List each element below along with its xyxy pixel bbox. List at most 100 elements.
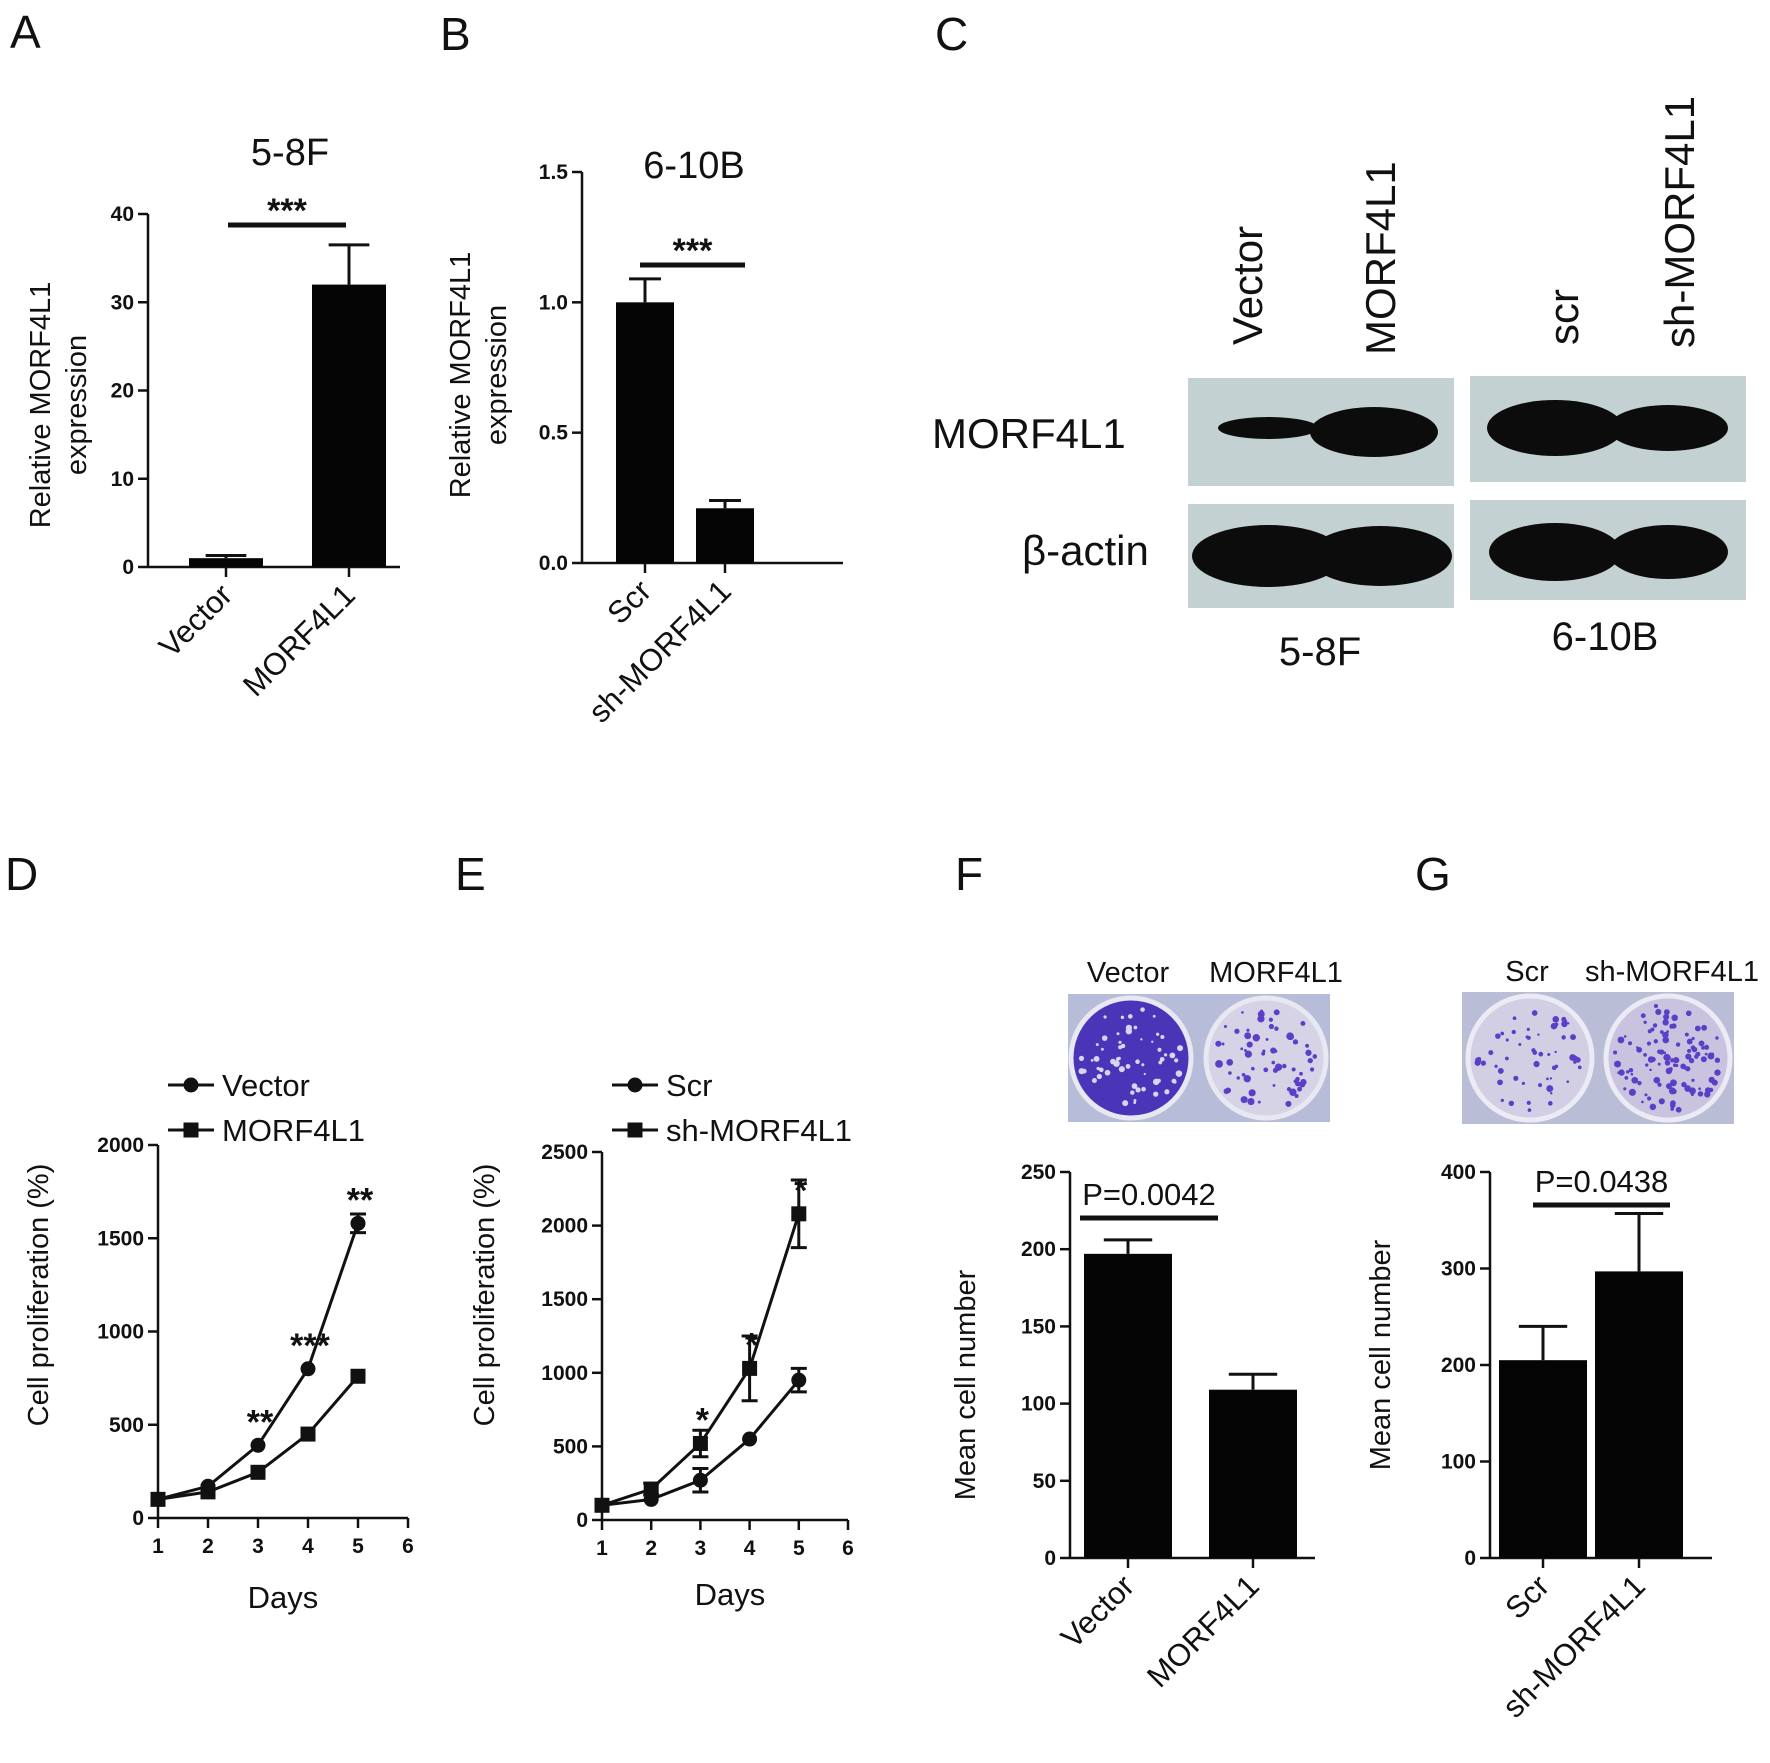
y-axis-label-line1: Relative MORF4L1 (445, 252, 477, 499)
x-tick-label: MORF4L1 (236, 577, 362, 703)
colony-dot (1115, 1057, 1120, 1061)
colony-dot (1300, 1078, 1307, 1085)
colony-dot (1684, 1066, 1689, 1071)
colony-dot (1628, 1088, 1636, 1096)
colony-dot (1670, 1107, 1675, 1111)
colony-dot (1710, 1052, 1715, 1057)
colony-dot (1526, 1035, 1531, 1040)
y-tick-label: 1000 (97, 1321, 144, 1344)
y-tick-label: 200 (1021, 1238, 1056, 1261)
colony-dot (1251, 1066, 1255, 1071)
colony-dot (1645, 1063, 1649, 1067)
colony-dot (1691, 1078, 1695, 1082)
colony-dot (1505, 1056, 1509, 1061)
x-axis-label: Days (695, 1577, 766, 1612)
data-point (692, 1472, 708, 1488)
colony-dot (1617, 1036, 1625, 1044)
colony-dot (1273, 1009, 1280, 1016)
x-tick-label: MORF4L1 (1140, 1568, 1266, 1694)
colony-dot (1226, 1059, 1234, 1066)
colony-dot (1665, 1083, 1672, 1090)
colony-dot (1546, 1077, 1549, 1081)
colony-dot (1573, 1060, 1577, 1064)
x-tick-label: Vector (152, 577, 239, 664)
colony-dot (1127, 1014, 1133, 1019)
legend-marker (627, 1077, 643, 1093)
colony-dot (1618, 1069, 1625, 1076)
colony-dot (1563, 1019, 1568, 1024)
panel-letter-d: D (5, 848, 38, 900)
colony-dot (1704, 1044, 1710, 1050)
data-point (350, 1368, 366, 1384)
band (1487, 400, 1623, 456)
x-tick-label: 5 (793, 1537, 805, 1560)
data-point (742, 1431, 758, 1447)
colony-dot (1657, 1082, 1662, 1087)
colony-dot (1291, 1067, 1296, 1072)
colony-dot (1090, 1058, 1094, 1062)
colony-dot (1711, 1079, 1718, 1086)
colony-dot (1675, 1042, 1681, 1047)
colony-dot (1690, 1045, 1696, 1051)
y-axis-label: Mean cell number (950, 1269, 982, 1500)
colony-dot (1141, 1086, 1146, 1092)
colony-dot (1215, 1040, 1222, 1047)
band (1218, 417, 1318, 439)
colony-dot (1223, 1088, 1230, 1095)
x-tick-label: 4 (744, 1537, 756, 1560)
colony-dot (1156, 1078, 1161, 1083)
colony-dot (1704, 1052, 1708, 1056)
colony-dot (1538, 1083, 1543, 1088)
bar (1595, 1271, 1683, 1558)
colony-dot (1228, 1071, 1232, 1075)
protein-label-morf4l1: MORF4L1 (932, 410, 1126, 457)
colony-dot (1636, 1046, 1639, 1049)
blot-5-8f-morf4l1 (1188, 378, 1454, 486)
panel-letter-a: A (10, 6, 41, 58)
bar (616, 302, 674, 563)
colony-dot (1286, 1032, 1294, 1040)
y-axis-label: Cell proliferation (%) (23, 1164, 55, 1427)
colony-dot (1644, 1093, 1648, 1097)
colony-dot (1480, 1060, 1487, 1066)
y-tick-label: 0 (576, 1509, 588, 1532)
colony-dot (1613, 1050, 1618, 1055)
data-point (300, 1426, 316, 1442)
colony-dot (1566, 1080, 1570, 1083)
colony-dot (1295, 1081, 1301, 1087)
y-tick-label: 200 (1441, 1354, 1476, 1377)
colony-dot (1551, 1065, 1557, 1071)
colony-dot (1262, 1049, 1266, 1053)
colony-dot (1652, 1023, 1658, 1028)
y-tick-label: 0 (132, 1507, 144, 1530)
plate-label-vector: Vector (1087, 957, 1170, 989)
y-tick-label: 100 (1021, 1393, 1056, 1416)
y-tick-label: 0.5 (539, 422, 569, 445)
colony-dot (1265, 1037, 1269, 1041)
legend-label: Scr (666, 1068, 713, 1103)
colony-dot (1497, 1067, 1504, 1074)
colony-dot (1120, 1015, 1125, 1020)
colony-dot (1270, 1047, 1277, 1054)
colony-dot (1118, 1040, 1122, 1044)
colony-dot (1282, 1063, 1287, 1069)
significance-label: * (794, 1172, 808, 1210)
colony-dot (1093, 1055, 1100, 1062)
bar (1499, 1360, 1587, 1558)
colony-dot (1662, 1036, 1670, 1044)
colony-dot (1548, 1101, 1553, 1106)
colony-dot (1295, 1076, 1300, 1082)
colony-dot (1643, 1053, 1647, 1057)
bar (312, 284, 386, 567)
y-tick-label: 2000 (541, 1215, 588, 1238)
lane-label-morf4l1: MORF4L1 (1357, 161, 1404, 355)
band (1608, 405, 1728, 451)
colony-dot (1247, 1098, 1255, 1106)
band (1310, 407, 1438, 457)
colony-dot (1236, 1076, 1240, 1080)
y-tick-label: 1.0 (539, 291, 568, 314)
colony-dot (1133, 1101, 1137, 1105)
y-tick-label: 0.0 (539, 552, 568, 575)
colony-dot (1628, 1041, 1633, 1046)
colony-dot (1257, 1010, 1265, 1018)
